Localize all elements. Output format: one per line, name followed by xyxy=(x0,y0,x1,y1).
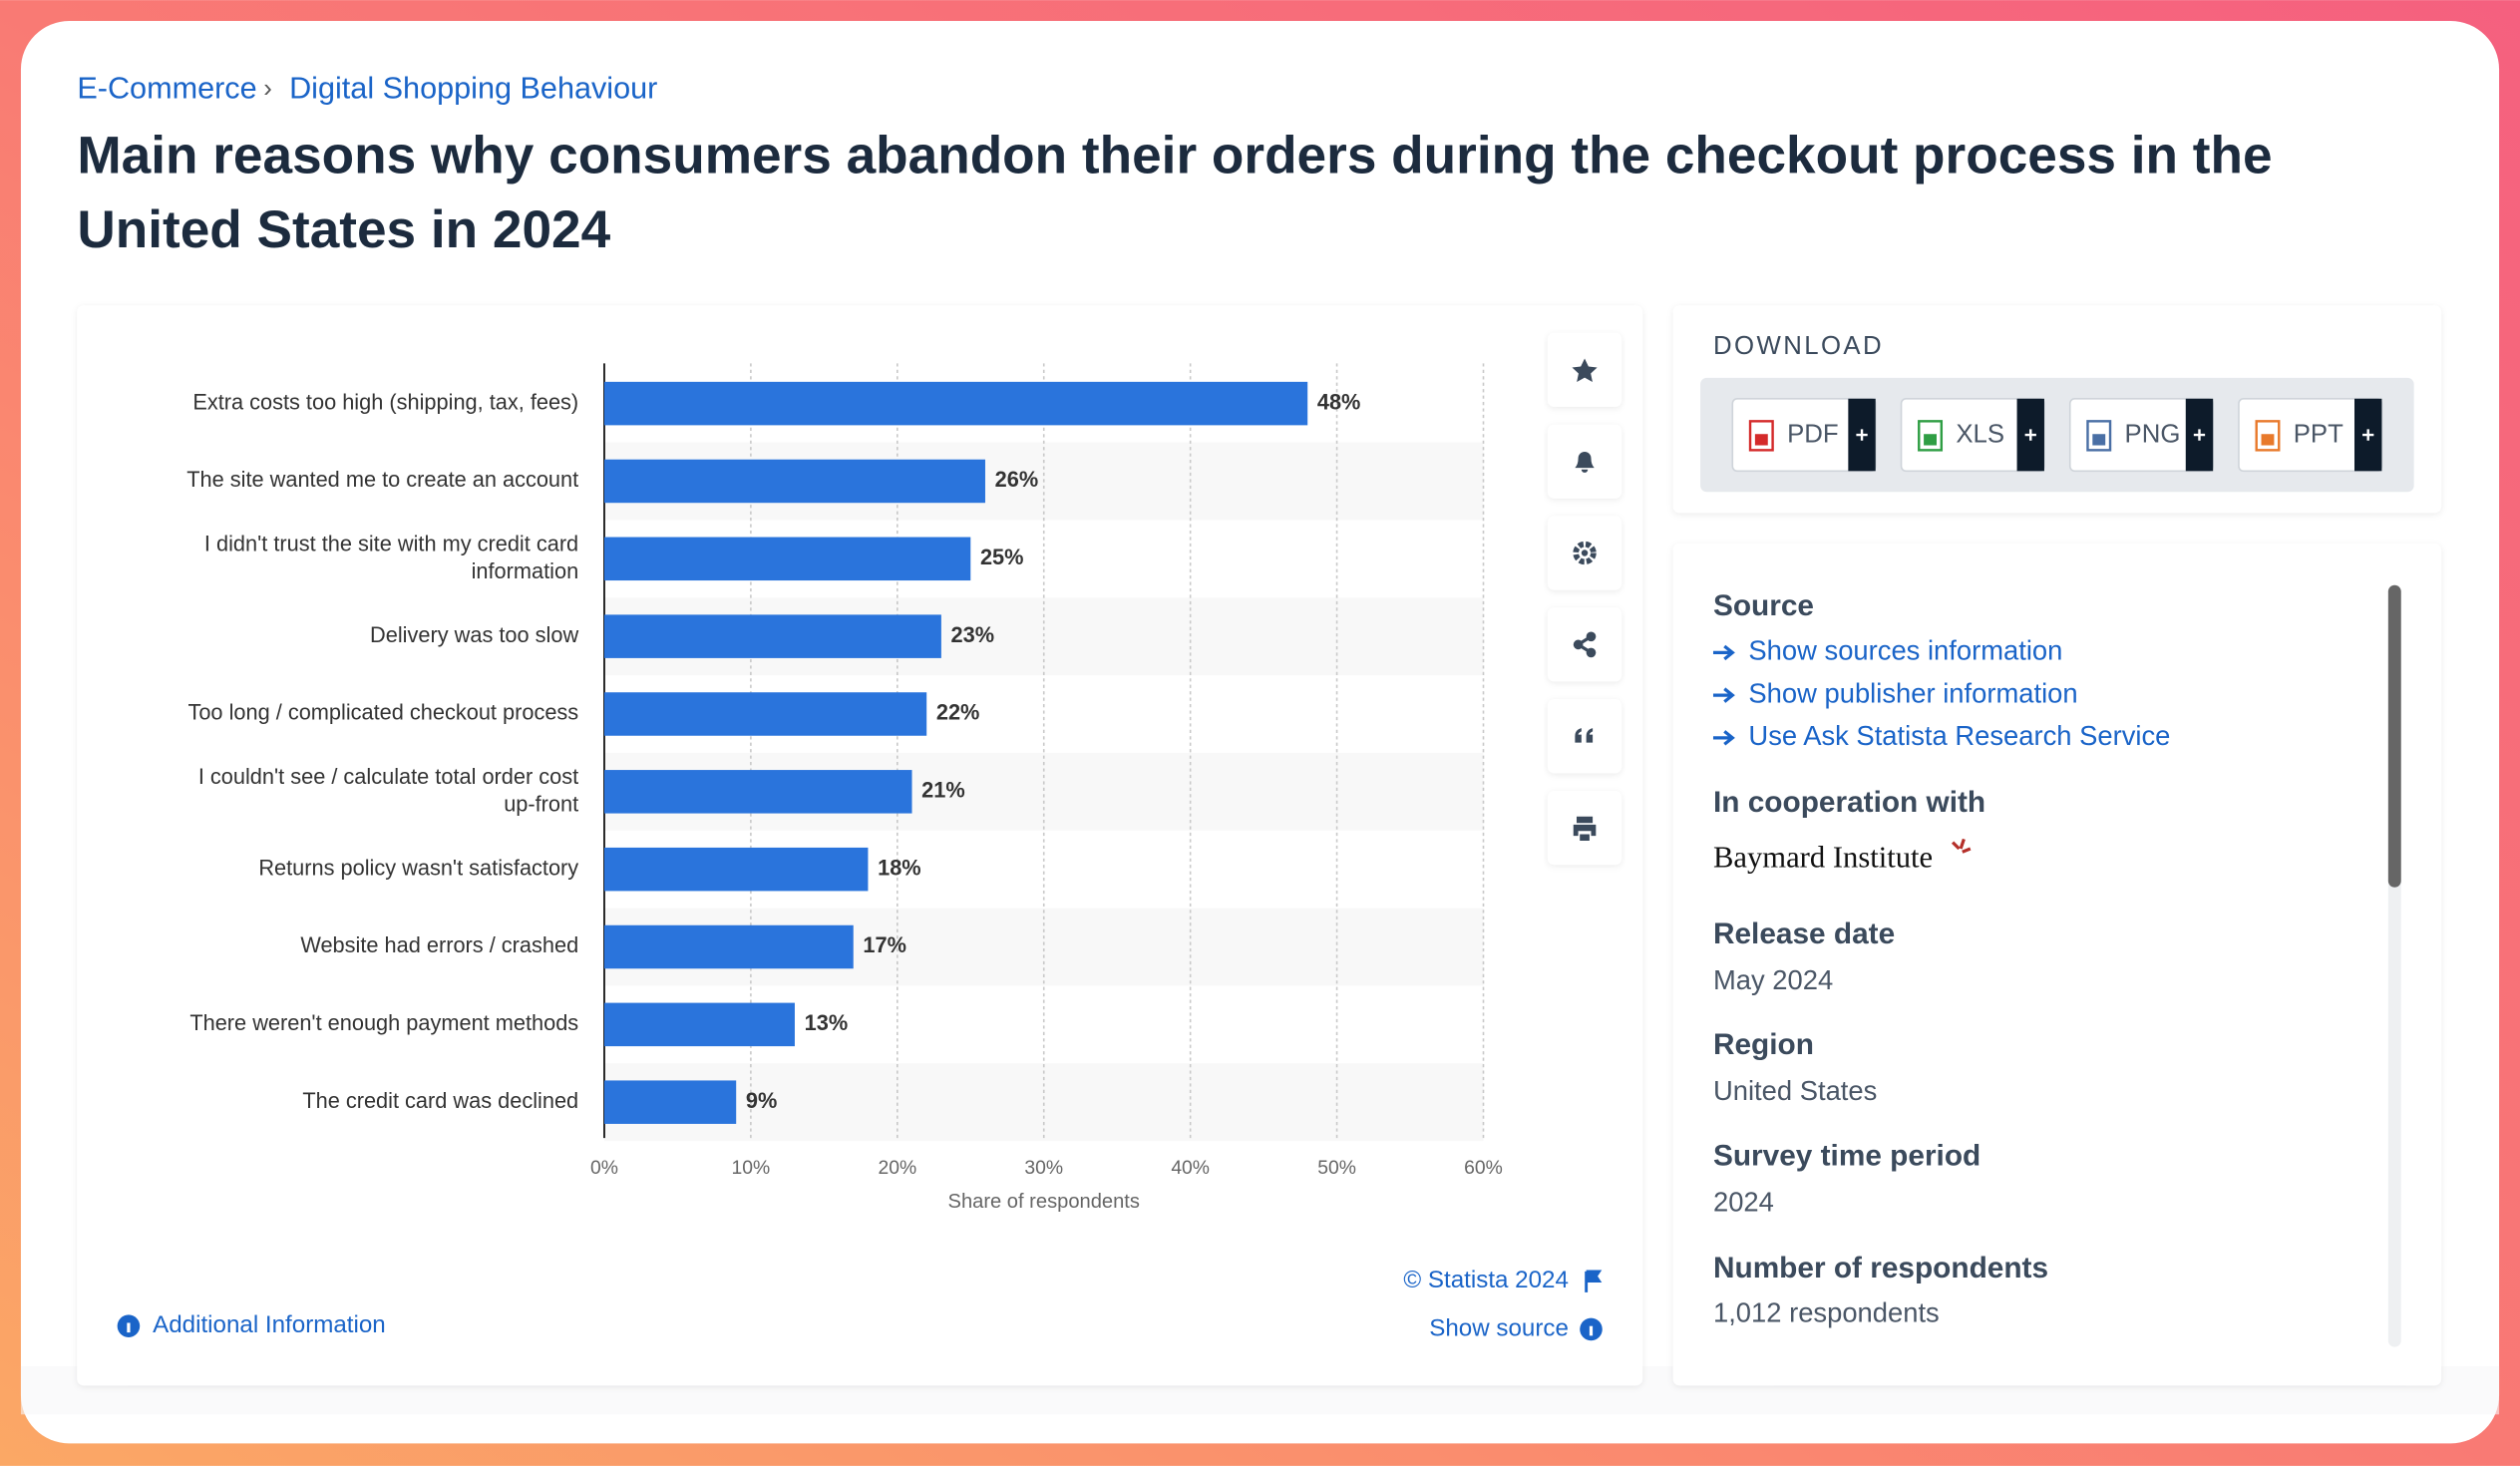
value-label: 9% xyxy=(746,1088,777,1113)
period-heading: Survey time period xyxy=(1713,1139,1980,1172)
row-band xyxy=(603,1063,1484,1142)
source-link[interactable]: Use Ask Statista Research Service xyxy=(1748,720,2170,751)
bar[interactable] xyxy=(603,924,854,969)
category-label: I didn't trust the site with my credit c… xyxy=(204,531,578,582)
survey-period: 2024 xyxy=(1713,1186,1774,1217)
page-title: Main reasons why consumers abandon their… xyxy=(77,127,2272,259)
x-axis-label: Share of respondents xyxy=(948,1191,1140,1213)
download-format: XLS xyxy=(1956,421,2004,449)
x-tick-label: 50% xyxy=(1317,1158,1356,1179)
bar[interactable] xyxy=(603,1080,737,1124)
arrow-icon xyxy=(1712,687,1735,703)
source-heading: Source xyxy=(1713,589,1814,622)
source-link[interactable]: Show publisher information xyxy=(1748,677,2077,708)
category-label: I couldn't see / calculate total order c… xyxy=(198,764,578,816)
flag-icon xyxy=(1585,1270,1603,1292)
source-link[interactable]: Show sources information xyxy=(1748,635,2062,666)
value-label: 23% xyxy=(951,622,995,647)
source-links: Show sources information Show publisher i… xyxy=(1712,635,2170,751)
category-label: Extra costs too high (shipping, tax, fee… xyxy=(192,389,578,414)
value-label: 17% xyxy=(863,932,906,957)
breadcrumb-link[interactable]: E-Commerce xyxy=(77,71,256,105)
scrollbar-thumb[interactable] xyxy=(2387,584,2401,888)
download-format: PDF xyxy=(1787,421,1839,449)
value-label: 21% xyxy=(921,778,965,803)
download-box xyxy=(1700,377,2414,493)
x-tick-label: 10% xyxy=(732,1158,771,1179)
x-tick-label: 0% xyxy=(590,1158,618,1179)
info-icon-mark xyxy=(1589,1325,1594,1336)
value-label: 26% xyxy=(995,467,1039,492)
category-label: Website had errors / crashed xyxy=(300,932,578,957)
breadcrumb-separator: › xyxy=(263,75,272,103)
value-label: 13% xyxy=(805,1010,849,1035)
x-tick-label: 30% xyxy=(1024,1158,1063,1179)
file-icon-mark xyxy=(2092,434,2106,446)
region: United States xyxy=(1713,1075,1877,1106)
plus-icon xyxy=(2193,429,2206,441)
share-button[interactable] xyxy=(1547,607,1622,682)
breadcrumb-link[interactable]: Digital Shopping Behaviour xyxy=(289,71,657,105)
download-buttons: PDF XLS PNG PPT xyxy=(1731,397,2383,473)
download-format: PPT xyxy=(2294,421,2343,449)
category-label: Delivery was too slow xyxy=(370,622,578,647)
release-date: May 2024 xyxy=(1713,964,1833,995)
copyright[interactable]: © Statista 2024 xyxy=(1403,1267,1569,1293)
bar[interactable] xyxy=(603,381,1308,426)
additional-information[interactable]: Additional Information xyxy=(153,1311,386,1338)
respondents-heading: Number of respondents xyxy=(1713,1252,2048,1284)
x-tick-label: 60% xyxy=(1464,1158,1503,1179)
cite-button[interactable] xyxy=(1547,699,1622,774)
category-label: The credit card was declined xyxy=(302,1088,578,1113)
plus-icon xyxy=(2362,429,2374,441)
release-heading: Release date xyxy=(1713,917,1895,950)
value-label: 22% xyxy=(936,700,980,725)
arrow-icon xyxy=(1712,730,1735,746)
value-label: 25% xyxy=(980,545,1024,569)
bar[interactable] xyxy=(603,614,941,658)
partner-logo: Baymard Institute xyxy=(1713,840,1933,874)
file-icon-mark xyxy=(1754,434,1768,446)
category-label: Too long / complicated checkout process xyxy=(187,700,578,725)
x-tick-label: 40% xyxy=(1171,1158,1210,1179)
category-label: The site wanted me to create an account xyxy=(186,467,578,492)
download-heading: DOWNLOAD xyxy=(1713,332,1884,360)
info-panel xyxy=(1672,543,2442,1386)
bar[interactable] xyxy=(603,1002,795,1047)
bar[interactable] xyxy=(603,847,869,892)
print-button[interactable] xyxy=(1547,791,1622,866)
show-source[interactable]: Show source xyxy=(1429,1314,1569,1341)
plus-icon xyxy=(1856,429,1868,441)
notification-button[interactable] xyxy=(1547,424,1622,499)
file-icon-mark xyxy=(1924,434,1937,446)
logo-mark xyxy=(1951,838,1972,854)
value-label: 48% xyxy=(1317,389,1361,414)
bar[interactable] xyxy=(603,770,912,814)
region-heading: Region xyxy=(1713,1028,1814,1061)
settings-button[interactable] xyxy=(1547,516,1622,590)
cooperation-heading: In cooperation with xyxy=(1713,786,1985,819)
category-label: There weren't enough payment methods xyxy=(189,1010,578,1035)
chart: 0% 10% 20% 30% 40% 50% 60% Share of respondents… xyxy=(186,363,1503,1213)
x-tick-label: 20% xyxy=(878,1158,916,1179)
bar[interactable] xyxy=(603,459,985,504)
download-format: PNG xyxy=(2125,421,2181,449)
info-icon-mark xyxy=(127,1322,131,1333)
bar[interactable] xyxy=(603,537,971,581)
favorite-button[interactable] xyxy=(1547,332,1622,407)
plus-icon xyxy=(2024,429,2036,441)
value-label: 18% xyxy=(878,855,921,880)
bar[interactable] xyxy=(603,692,927,736)
toolbar xyxy=(1547,332,1622,866)
arrow-icon xyxy=(1712,644,1735,661)
respondents: 1,012 respondents xyxy=(1713,1297,1940,1328)
category-label: Returns policy wasn't satisfactory xyxy=(258,855,578,880)
file-icon-mark xyxy=(2261,434,2275,446)
